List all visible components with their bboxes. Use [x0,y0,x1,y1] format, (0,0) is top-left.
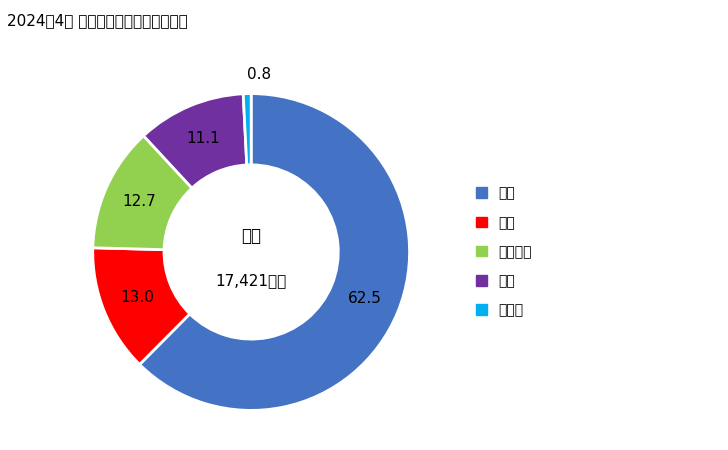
Wedge shape [243,94,251,165]
Text: 11.1: 11.1 [186,131,221,146]
Text: 13.0: 13.0 [120,290,154,305]
Wedge shape [92,248,190,364]
Text: 総額: 総額 [241,227,261,245]
Text: 2024年4月 輸入相手国のシェア（％）: 2024年4月 輸入相手国のシェア（％） [7,14,188,28]
Text: 62.5: 62.5 [348,291,381,306]
Text: 12.7: 12.7 [122,194,157,209]
Wedge shape [143,94,247,188]
Text: 17,421万円: 17,421万円 [215,273,287,288]
Text: 0.8: 0.8 [247,67,271,82]
Wedge shape [140,94,410,410]
Wedge shape [92,136,192,250]
Legend: 中国, 韓国, オランダ, 米国, その他: 中国, 韓国, オランダ, 米国, その他 [476,186,531,318]
